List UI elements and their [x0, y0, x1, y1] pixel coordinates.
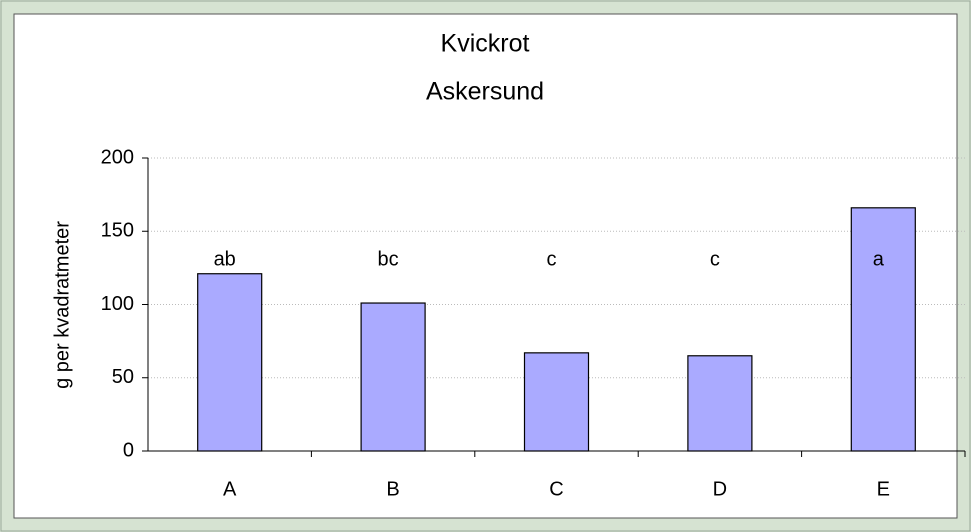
- y-axis-label: g per kvadratmeter: [51, 221, 73, 389]
- annotation: c: [710, 248, 720, 270]
- chart-subtitle: Askersund: [426, 78, 544, 106]
- x-tick-label: C: [549, 478, 563, 500]
- y-tick-label: 200: [101, 146, 134, 168]
- bar: [687, 355, 753, 452]
- y-tick-label: 150: [101, 220, 134, 242]
- x-tick-label: D: [713, 478, 727, 500]
- y-tick-label: 50: [112, 366, 134, 388]
- annotation: a: [873, 248, 885, 270]
- bar: [197, 273, 263, 452]
- x-tick-label: B: [386, 478, 399, 500]
- y-tick-label: 100: [101, 293, 134, 315]
- bar: [850, 207, 916, 452]
- panel: [13, 13, 958, 519]
- y-tick-label: 0: [123, 439, 134, 461]
- x-tick-label: A: [223, 478, 237, 500]
- bar: [360, 302, 426, 452]
- bar: [523, 352, 590, 452]
- annotation: c: [547, 248, 557, 270]
- chart-title: Kvickrot: [441, 30, 530, 58]
- annotation: ab: [214, 248, 236, 270]
- x-tick-label: E: [877, 478, 890, 500]
- annotation: bc: [378, 248, 399, 270]
